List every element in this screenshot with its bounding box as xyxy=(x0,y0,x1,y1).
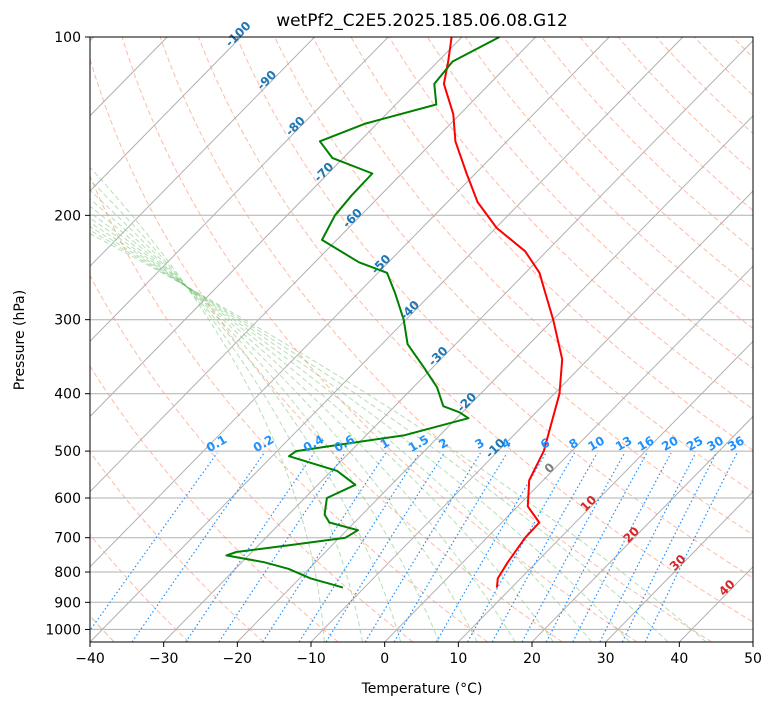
profile-line xyxy=(225,37,500,589)
x-tick-label: 20 xyxy=(523,651,541,667)
isotherm-line xyxy=(163,39,753,642)
dry-adiabat-line xyxy=(236,37,753,579)
dry-adiabat-line xyxy=(388,37,753,410)
x-tick-label: −40 xyxy=(75,651,105,667)
x-tick-label: −10 xyxy=(296,651,326,667)
moist-adiabat-line xyxy=(90,198,440,642)
moist-adiabat-line xyxy=(90,211,516,642)
dry-adiabat-line xyxy=(465,37,753,329)
moist-adiabat-line xyxy=(90,179,363,642)
moist-adiabat-line xyxy=(90,222,592,642)
y-tick-label: 600 xyxy=(54,491,81,507)
y-tick-label: 200 xyxy=(54,208,81,224)
x-tick-label: −30 xyxy=(149,651,179,667)
x-tick-label: 40 xyxy=(670,651,688,667)
mixing-ratio-line xyxy=(298,452,420,642)
isotherm-line xyxy=(531,415,753,642)
dry-adiabat-line xyxy=(90,174,488,642)
y-tick-label: 700 xyxy=(54,531,81,547)
y-tick-label: 900 xyxy=(54,595,81,611)
y-tick-label: 300 xyxy=(54,313,81,329)
mixing-ratio-line xyxy=(435,452,547,642)
mixing-ratio-line xyxy=(572,452,672,642)
dry-adiabat-line xyxy=(90,57,563,642)
dry-adiabat-line xyxy=(90,365,339,642)
dry-adiabat-line xyxy=(159,37,712,642)
y-tick-label: 100 xyxy=(54,30,81,46)
mixing-ratio-line xyxy=(131,452,265,642)
mixing-ratio-line xyxy=(262,452,387,642)
dry-adiabat-line xyxy=(426,37,753,370)
plot-frame xyxy=(89,36,754,643)
chart-title: wetPf2_C2E5.2025.185.06.08.G12 xyxy=(276,11,568,31)
x-tick-label: 10 xyxy=(449,651,467,667)
x-tick-label: 30 xyxy=(597,651,615,667)
mixing-ratio-line xyxy=(364,452,482,642)
x-axis-label: Temperature (°C) xyxy=(361,681,483,697)
profile-line xyxy=(442,37,564,588)
isotherm-line xyxy=(90,37,463,418)
axis-ticks: −40 −30 −20 −10 0 10 20 30 40 50 1000 900 800 700 600 5… xyxy=(45,30,762,667)
profile-lines xyxy=(225,37,564,589)
mixing-ratio-line xyxy=(466,452,576,642)
dry-adiabat-line xyxy=(771,37,775,642)
plot-background xyxy=(90,37,753,642)
y-tick-label: 800 xyxy=(54,565,81,581)
dry-adiabat-line xyxy=(90,274,414,642)
isotherm-line xyxy=(90,37,610,568)
isotherm-line xyxy=(310,190,753,642)
dry-adiabat-line xyxy=(579,37,753,212)
mixing-ratio-line xyxy=(90,452,218,632)
moist-adiabat-line xyxy=(90,226,631,642)
isotherm-line xyxy=(752,641,753,642)
mixing-ratio-line xyxy=(644,452,738,642)
isotherm-line xyxy=(90,37,536,493)
moist-adiabat-line xyxy=(90,232,707,642)
background-lines xyxy=(90,37,775,642)
isotherm-line xyxy=(384,265,753,642)
mixing-ratio-line xyxy=(393,452,508,642)
isotherm-line xyxy=(90,37,242,192)
x-tick-label: 0 xyxy=(380,651,389,667)
isotherm-line xyxy=(605,490,753,642)
dry-adiabat-line xyxy=(312,37,753,493)
dry-adiabat-line xyxy=(197,37,753,623)
isotherm-line xyxy=(90,37,389,343)
y-axis-label: Pressure (hPa) xyxy=(12,290,28,390)
x-tick-label: −20 xyxy=(223,651,253,667)
dry-adiabat-line xyxy=(541,37,753,251)
dry-adiabat-line xyxy=(90,533,190,642)
isotherm-line xyxy=(90,37,315,267)
mixing-ratio-line xyxy=(599,452,697,642)
y-tick-label: 1000 xyxy=(45,622,81,638)
moist-adiabat-line xyxy=(90,229,669,642)
moist-adiabat-line xyxy=(90,189,402,642)
mixing-ratio-line xyxy=(218,452,346,642)
moist-adiabat-line xyxy=(90,217,554,642)
isotherm-line xyxy=(457,340,753,642)
mixing-ratio-line xyxy=(621,452,717,642)
isotherm-line xyxy=(90,37,684,642)
dry-adiabat-line xyxy=(121,37,638,642)
moist-adiabat-line xyxy=(90,166,325,642)
y-tick-label: 400 xyxy=(54,387,81,403)
y-tick-label: 500 xyxy=(54,444,81,460)
mixing-ratio-line xyxy=(325,452,445,642)
x-tick-label: 50 xyxy=(744,651,762,667)
isotherm-line xyxy=(236,115,753,642)
